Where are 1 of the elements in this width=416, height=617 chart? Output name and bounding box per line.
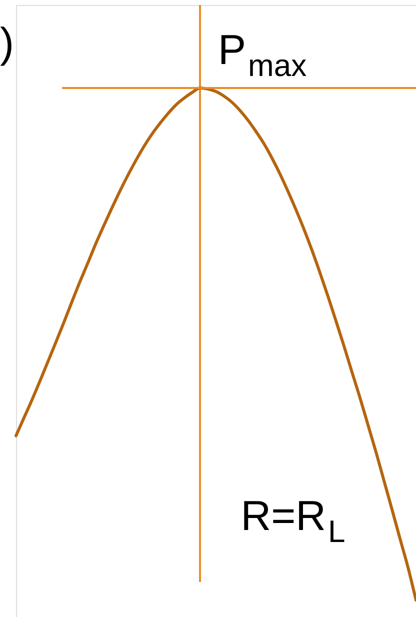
text: ) [0, 19, 14, 66]
